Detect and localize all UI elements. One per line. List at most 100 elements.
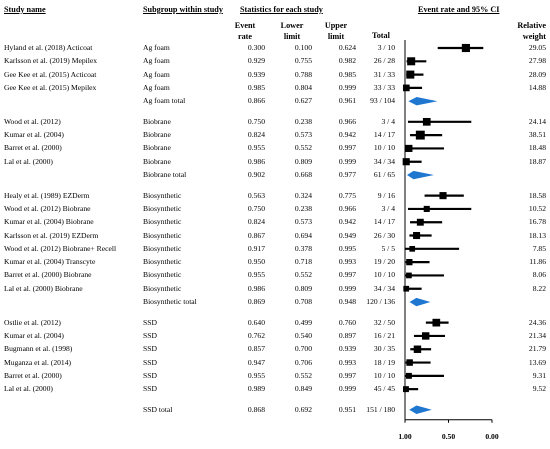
relative-weight-cell: 7.85	[532, 243, 546, 253]
point-estimate-marker	[403, 285, 410, 292]
event-rate-cell: 0.866	[247, 96, 265, 106]
event-rate-cell: 0.824	[247, 217, 265, 227]
upper-limit-cell: 0.993	[338, 357, 356, 367]
header-study-name: Study name	[4, 5, 46, 14]
total-cell: 151 / 180	[366, 404, 395, 414]
subgroup-cell: Biosynthetic	[143, 203, 182, 213]
point-estimate-marker	[406, 359, 413, 366]
lower-limit-cell: 0.708	[294, 297, 312, 307]
x-axis-tick-label: 0.00	[485, 431, 499, 441]
x-axis-tick-label: 1.00	[398, 431, 412, 441]
point-estimate-marker	[405, 372, 412, 379]
lower-limit-cell: 0.552	[294, 143, 312, 153]
study-name-cell: Wood et al. (2012) Biobrane	[4, 203, 91, 213]
study-name-cell: Lal et al. (2000) Biobrane	[4, 283, 83, 293]
event-rate-cell: 0.955	[247, 370, 265, 380]
subgroup-cell: SSD	[143, 317, 157, 327]
study-name-cell: Wood et al. (2012)	[4, 116, 61, 126]
study-name-cell: Lal et al. (2000)	[4, 384, 53, 394]
point-estimate-marker	[422, 332, 430, 340]
total-cell: 3 / 4	[381, 116, 395, 126]
col-upper-line1: Upper	[324, 21, 348, 30]
event-rate-cell: 0.300	[247, 43, 265, 52]
point-estimate-marker	[402, 386, 409, 393]
subgroup-cell: Ag foam	[143, 56, 170, 66]
lower-limit-cell: 0.692	[294, 404, 312, 414]
col-event-rate: Event rate	[225, 20, 265, 42]
lower-limit-cell: 0.700	[294, 344, 312, 354]
event-rate-cell: 0.985	[247, 82, 265, 92]
lower-limit-cell: 0.573	[294, 130, 312, 140]
upper-limit-cell: 0.982	[338, 56, 356, 66]
subgroup-cell: SSD total	[143, 404, 173, 414]
lower-limit-cell: 0.755	[294, 56, 312, 66]
event-rate-cell: 0.563	[247, 190, 265, 200]
relative-weight-cell: 10.52	[528, 203, 546, 213]
total-cell: 16 / 21	[373, 330, 395, 340]
lower-limit-cell: 0.378	[294, 243, 312, 253]
x-axis-tick-label: 0.50	[441, 431, 456, 441]
point-estimate-marker	[415, 130, 425, 140]
study-name-cell: Muganza et al. (2014)	[4, 357, 72, 367]
total-cell: 5 / 5	[381, 243, 395, 253]
subgroup-cell: SSD	[143, 357, 157, 367]
subgroup-cell: SSD	[143, 330, 157, 340]
point-estimate-marker	[439, 192, 447, 200]
study-name-cell: Gee Kee et al. (2015) Acticoat	[4, 69, 97, 79]
subgroup-cell: Biosynthetic	[143, 243, 182, 253]
event-rate-cell: 0.950	[247, 257, 265, 267]
col-lower: Lower limit	[272, 20, 312, 42]
subgroup-cell: Biosynthetic	[143, 270, 182, 280]
event-rate-cell: 0.750	[247, 116, 265, 126]
event-rate-cell: 0.955	[247, 143, 265, 153]
study-name-cell: Lal et al. (2000)	[4, 156, 53, 166]
event-rate-cell: 0.929	[247, 56, 265, 66]
total-cell: 10 / 10	[373, 370, 395, 380]
total-cell: 14 / 17	[373, 217, 395, 227]
point-estimate-marker	[413, 232, 421, 240]
lower-limit-cell: 0.804	[294, 82, 312, 92]
lower-limit-cell: 0.788	[294, 69, 312, 79]
total-cell: 61 / 65	[373, 170, 395, 179]
upper-limit-cell: 0.966	[338, 203, 356, 213]
total-cell: 26 / 28	[373, 56, 395, 66]
subgroup-cell: Biosynthetic total	[143, 297, 197, 307]
upper-limit-cell: 0.775	[338, 190, 356, 200]
event-rate-cell: 0.869	[247, 297, 265, 307]
relative-weight-cell: 21.34	[528, 330, 546, 340]
lower-limit-cell: 0.809	[294, 283, 312, 293]
lower-limit-cell: 0.694	[294, 230, 312, 240]
upper-limit-cell: 0.999	[338, 283, 356, 293]
study-name-cell: Ostlie et al. (2012)	[4, 317, 61, 327]
point-estimate-marker	[406, 272, 412, 279]
col-weight-line2: weight	[522, 32, 546, 41]
total-cell: 33 / 33	[373, 82, 395, 92]
upper-limit-cell: 0.624	[338, 43, 356, 52]
point-estimate-marker	[422, 117, 431, 126]
col-weight: Relative weight	[494, 20, 546, 42]
relative-weight-cell: 29.05	[528, 43, 546, 52]
subgroup-cell: Biosynthetic	[143, 230, 182, 240]
relative-weight-cell: 11.86	[529, 257, 546, 267]
subgroup-cell: Biobrane	[143, 143, 171, 153]
header-event-rate-ci: Event rate and 95% CI	[418, 5, 500, 14]
subgroup-cell: Ag foam total	[143, 96, 186, 106]
col-upper-line2: limit	[327, 32, 345, 41]
point-estimate-marker	[461, 43, 470, 53]
total-cell: 10 / 10	[373, 143, 395, 153]
event-rate-cell: 0.955	[247, 270, 265, 280]
event-rate-cell: 0.762	[247, 330, 265, 340]
lower-limit-cell: 0.100	[294, 43, 312, 52]
total-cell: 31 / 33	[373, 69, 395, 79]
total-cell: 120 / 136	[366, 297, 395, 307]
upper-limit-cell: 0.993	[338, 257, 356, 267]
study-name-cell: Kumar et al. (2004) Biobrane	[4, 217, 94, 227]
subgroup-cell: SSD	[143, 370, 157, 380]
upper-limit-cell: 0.999	[338, 82, 356, 92]
event-rate-cell: 0.939	[247, 69, 265, 79]
event-rate-cell: 0.947	[247, 357, 265, 367]
total-cell: 45 / 45	[373, 384, 395, 394]
subgroup-cell: Ag foam	[143, 69, 170, 79]
upper-limit-cell: 0.949	[338, 230, 356, 240]
